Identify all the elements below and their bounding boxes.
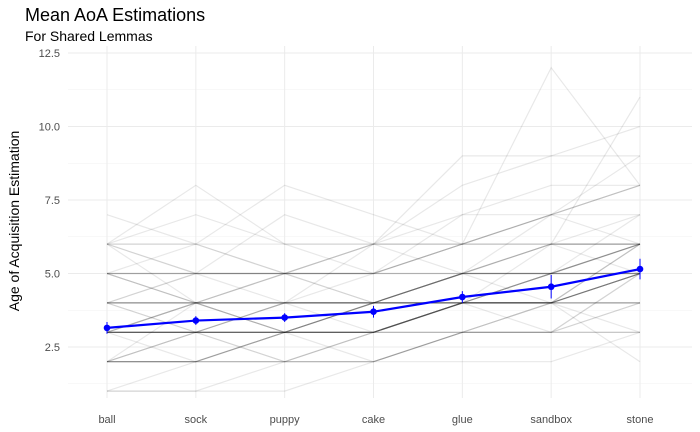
individual-line [107,331,640,363]
individual-line [106,243,641,333]
mean-point [103,324,111,332]
individual-line [106,125,641,304]
individual-line [107,272,641,333]
individual-line [106,243,641,304]
individual-line [107,243,640,333]
individual-line [107,243,641,333]
individual-line [107,302,641,363]
y-tick-label: 10.0 [39,122,60,134]
x-tick-label: cake [362,414,385,426]
mean-point [281,314,288,321]
individual-line [106,272,641,363]
mean-point [370,308,377,316]
individual-line [106,243,640,333]
individual-line [106,96,641,304]
individual-line [106,272,641,392]
individual-line [106,243,641,333]
individual-line [107,272,641,333]
individual-line [107,272,640,304]
mean-series [103,265,644,332]
individual-line [107,331,641,392]
x-tick-label: ball [98,414,115,426]
y-tick-label: 2.5 [45,342,60,354]
x-tick-label: stone [627,414,654,426]
individual-line [106,272,640,363]
mean-point [636,265,644,273]
individual-line [106,243,641,333]
individual-line [106,214,641,363]
individual-line [106,184,641,245]
individual-line [107,243,641,333]
chart-subtitle: For Shared Lemmas [25,28,153,44]
individual-line [107,155,640,275]
individual-line [107,243,641,333]
x-tick-label: sandbox [530,414,572,426]
individual-line [106,243,640,333]
individual-line [107,184,641,275]
individual-line [107,243,641,333]
individual-line [107,214,641,304]
individual-line [106,243,640,275]
individual-line [107,302,641,392]
individual-line [106,155,641,333]
individual-line [106,66,641,304]
individual-line [107,272,641,333]
x-tick-labels: ball sock puppy cake glue sandbox stone [98,414,653,426]
individual-line [106,184,641,275]
individual-line [106,302,640,363]
individual-line [107,302,641,363]
x-tick-label: puppy [270,414,300,426]
individual-line [107,272,641,333]
individual-line [107,302,641,333]
individual-line [106,184,641,275]
individual-line [106,272,640,363]
individual-line [107,272,641,363]
individual-line [106,214,640,275]
y-tick-label: 12.5 [39,48,60,60]
individual-line [106,243,640,304]
mean-point [547,283,555,291]
minor-gridlines [68,89,692,385]
y-tick-label: 7.5 [45,195,60,207]
mean-point [192,317,200,324]
major-gridlines [68,46,692,398]
y-axis-title: Age of Acquisition Estimation [6,131,22,312]
individual-line [107,302,640,363]
individual-line [106,272,641,333]
individual-line [107,272,641,363]
y-tick-label: 5.0 [45,269,60,281]
individual-lines [106,66,641,392]
x-tick-label: sock [185,414,208,426]
chart-title: Mean AoA Estimations [25,5,206,25]
x-tick-label: glue [452,414,473,426]
mean-point [459,293,466,301]
individual-line [107,331,640,363]
individual-line [107,272,641,333]
individual-line [106,243,641,304]
individual-line [107,302,640,363]
individual-line [107,184,640,304]
y-tick-labels: 2.5 5.0 7.5 10.0 12.5 [39,48,60,354]
individual-line [107,243,641,363]
